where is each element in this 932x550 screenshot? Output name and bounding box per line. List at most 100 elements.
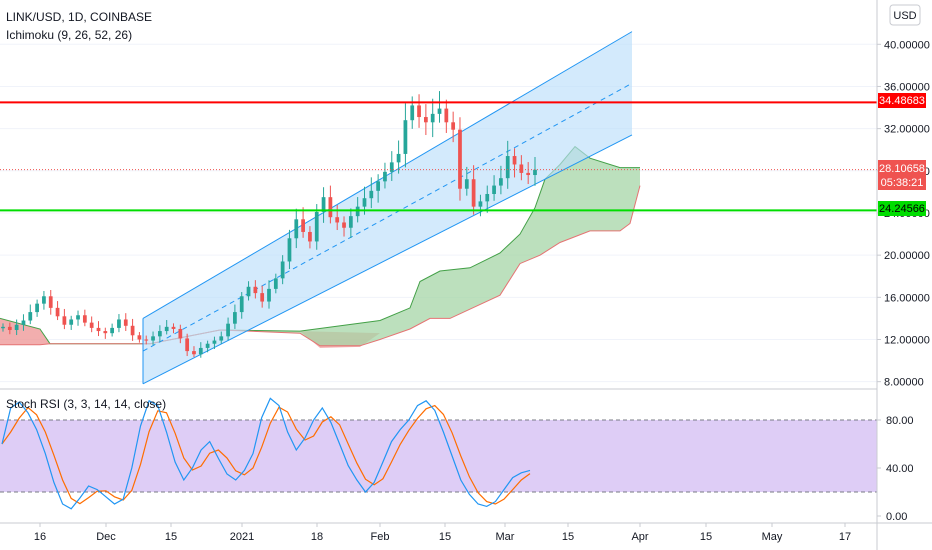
price-pane[interactable] bbox=[0, 0, 877, 388]
candle bbox=[253, 280, 258, 299]
candle bbox=[267, 280, 271, 309]
time-axis[interactable]: 16 Dec 15 2021 18 Feb 15 Mar 15 Apr 15 May 17 bbox=[34, 523, 851, 543]
candle bbox=[287, 229, 292, 270]
time-tick-label: 16 bbox=[34, 531, 46, 543]
symbol-title[interactable]: LINK/USD, 1D, COINBASE bbox=[6, 10, 152, 24]
time-tick-label: Apr bbox=[631, 531, 648, 543]
candle bbox=[485, 185, 490, 213]
candle bbox=[314, 204, 319, 250]
rsi-tick-label: 40.00 bbox=[886, 463, 914, 475]
time-tick-label: Dec bbox=[96, 531, 116, 543]
candle bbox=[348, 208, 353, 238]
candle bbox=[301, 207, 305, 238]
candle bbox=[178, 324, 183, 344]
resistance-price-label: 34.48683 bbox=[878, 93, 926, 108]
candle bbox=[369, 177, 374, 209]
candle bbox=[21, 314, 26, 331]
channel-upper[interactable] bbox=[142, 31, 633, 319]
price-tick-label: 8.00000 bbox=[884, 377, 924, 389]
regression-channel[interactable] bbox=[142, 31, 633, 385]
candle bbox=[76, 310, 80, 326]
candle bbox=[233, 304, 237, 329]
time-tick-label: 15 bbox=[700, 531, 712, 543]
candle bbox=[69, 315, 74, 330]
candle bbox=[164, 320, 169, 335]
candle bbox=[430, 98, 435, 138]
candle bbox=[1, 323, 5, 332]
price-tick-label: 32.00000 bbox=[884, 124, 930, 136]
candle bbox=[205, 340, 210, 353]
candle bbox=[512, 148, 517, 178]
candle bbox=[417, 94, 421, 128]
candle bbox=[383, 162, 387, 189]
ichimoku-legend[interactable]: Ichimoku (9, 26, 52, 26) bbox=[6, 28, 132, 42]
stoch-rsi-band bbox=[0, 420, 877, 492]
bar-countdown-text: 05:38:21 bbox=[881, 177, 924, 189]
candle bbox=[198, 342, 203, 358]
cloud-bear-segment bbox=[0, 318, 50, 345]
candle bbox=[110, 323, 115, 337]
rsi-tick-label: 80.00 bbox=[886, 415, 914, 427]
candle bbox=[48, 289, 53, 315]
candle bbox=[526, 162, 531, 185]
price-tick-label: 40.00000 bbox=[884, 39, 930, 51]
candle bbox=[28, 304, 33, 325]
currency-button[interactable]: USD bbox=[889, 4, 921, 26]
candle bbox=[35, 299, 39, 317]
candle bbox=[478, 194, 483, 217]
candle bbox=[103, 327, 108, 339]
candle bbox=[458, 117, 462, 201]
cloud-bull-segment bbox=[50, 146, 640, 346]
stoch-rsi-d-line bbox=[1, 404, 531, 505]
candle bbox=[280, 255, 285, 285]
candle bbox=[7, 322, 12, 335]
candle bbox=[403, 103, 408, 168]
candle bbox=[239, 292, 244, 319]
candle bbox=[396, 140, 401, 174]
candle bbox=[437, 91, 442, 123]
channel-median[interactable] bbox=[142, 82, 633, 352]
candle bbox=[130, 318, 135, 341]
candle bbox=[260, 285, 265, 308]
candle bbox=[212, 336, 217, 349]
candle bbox=[376, 174, 381, 203]
rsi-axis[interactable]: 80.00 40.00 0.00 bbox=[877, 415, 914, 523]
candle bbox=[123, 313, 128, 331]
candle bbox=[492, 175, 496, 201]
rsi-tick-label: 0.00 bbox=[886, 511, 907, 523]
candle bbox=[82, 309, 87, 327]
candle bbox=[137, 332, 142, 343]
candle bbox=[62, 308, 67, 330]
candle bbox=[14, 319, 19, 336]
candle bbox=[157, 325, 162, 342]
candle bbox=[273, 273, 278, 294]
candle bbox=[321, 187, 326, 223]
candle bbox=[464, 166, 469, 196]
time-tick-label: 17 bbox=[839, 531, 851, 543]
candle bbox=[533, 157, 537, 186]
candle bbox=[294, 208, 299, 249]
channel-lower[interactable] bbox=[142, 134, 633, 385]
current-price-text: 28.10658 bbox=[879, 163, 925, 175]
candle bbox=[519, 155, 524, 181]
currency-label: USD bbox=[893, 10, 916, 22]
channel-fill bbox=[143, 31, 632, 384]
candle bbox=[246, 281, 251, 301]
candle bbox=[335, 205, 340, 231]
candle bbox=[55, 301, 60, 321]
current-price-label: 28.10658 05:38:21 bbox=[878, 160, 926, 190]
rsi-pane[interactable] bbox=[0, 397, 877, 510]
time-tick-label: Feb bbox=[371, 531, 390, 543]
candle bbox=[226, 317, 230, 341]
time-tick-label: 15 bbox=[562, 531, 574, 543]
candle bbox=[171, 323, 176, 334]
resistance-price-text: 34.48683 bbox=[879, 95, 925, 107]
price-tick-label: 36.00000 bbox=[884, 81, 930, 93]
candlestick-series bbox=[1, 91, 537, 358]
candle bbox=[308, 226, 312, 249]
price-tick-label: 12.00000 bbox=[884, 335, 930, 347]
price-tick-label: 20.00000 bbox=[884, 250, 930, 262]
candle bbox=[96, 321, 101, 337]
stoch-rsi-legend[interactable]: Stoch RSI (3, 3, 14, 14, close) bbox=[6, 397, 166, 411]
